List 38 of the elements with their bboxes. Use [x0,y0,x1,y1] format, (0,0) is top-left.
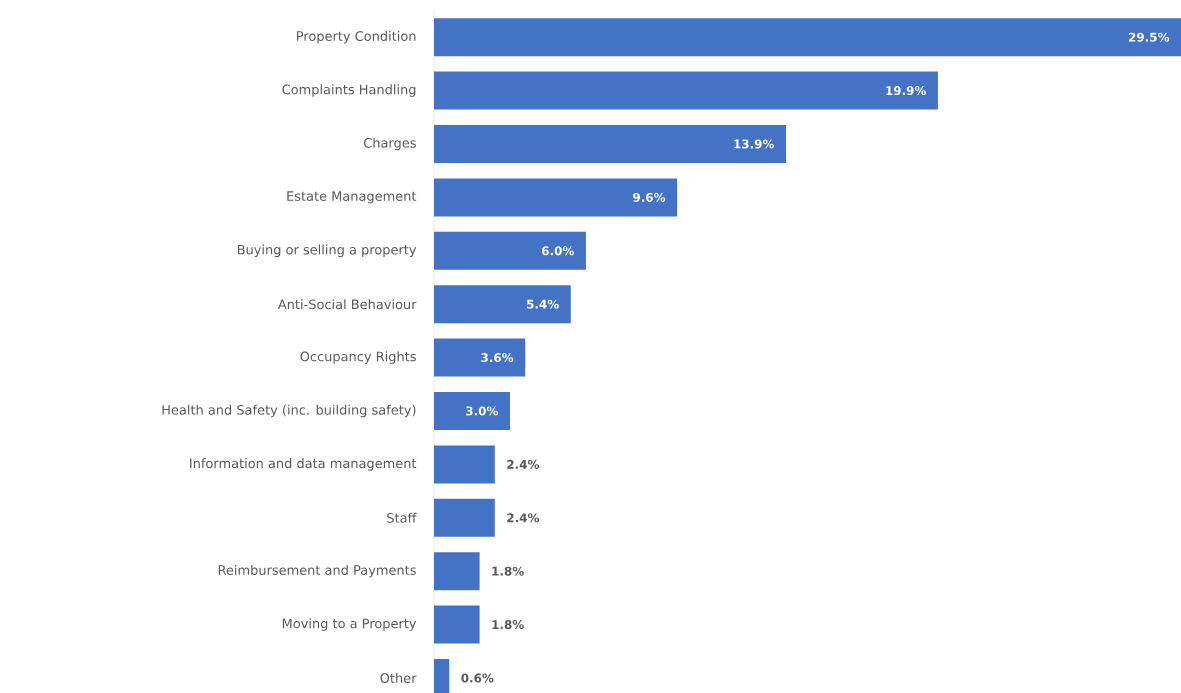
bar [434,445,495,484]
y-tick-label: Charges [364,137,416,151]
bar [434,231,586,270]
data-label: 0.6% [461,673,494,683]
data-label: 3.6% [481,353,514,363]
y-tick-label: Property Condition [297,30,416,44]
data-label: 1.8% [492,620,524,630]
bar [434,124,786,163]
bar [434,498,495,537]
bar [434,18,1181,57]
y-tick-label: Buying or selling a property [237,244,417,258]
y-tick-label: Other [380,672,417,684]
data-label: 3.0% [466,406,499,416]
data-label: 9.6% [633,192,666,202]
bar [434,71,938,110]
data-label: 29.5% [1128,32,1170,42]
y-tick-label: Occupancy Rights [300,351,416,364]
y-tick-label: Anti-Social Behaviour [277,299,417,310]
data-label: 2.4% [507,513,540,523]
y-tick-label: Health and Safety (inc. building safety) [162,404,416,418]
data-label: 19.9% [886,86,927,96]
bar [434,552,480,591]
y-tick-label: Information and data management [190,458,417,471]
data-label: 6.0% [542,246,575,256]
bar [434,605,480,644]
data-label: 2.4% [507,459,540,469]
data-label: 1.8% [492,566,524,576]
bar [434,391,510,430]
y-tick-label: Estate Management [287,191,417,204]
data-label: 5.4% [526,299,559,309]
y-tick-label: Reimbursement and Payments [218,564,416,578]
data-label: 13.9% [734,139,775,149]
y-tick-label: Moving to a Property [282,618,417,631]
y-tick-label: Staff [387,512,417,523]
y-tick-label: Complaints Handling [282,84,416,97]
bar [434,338,526,377]
bar [434,285,571,324]
bar [434,178,678,217]
